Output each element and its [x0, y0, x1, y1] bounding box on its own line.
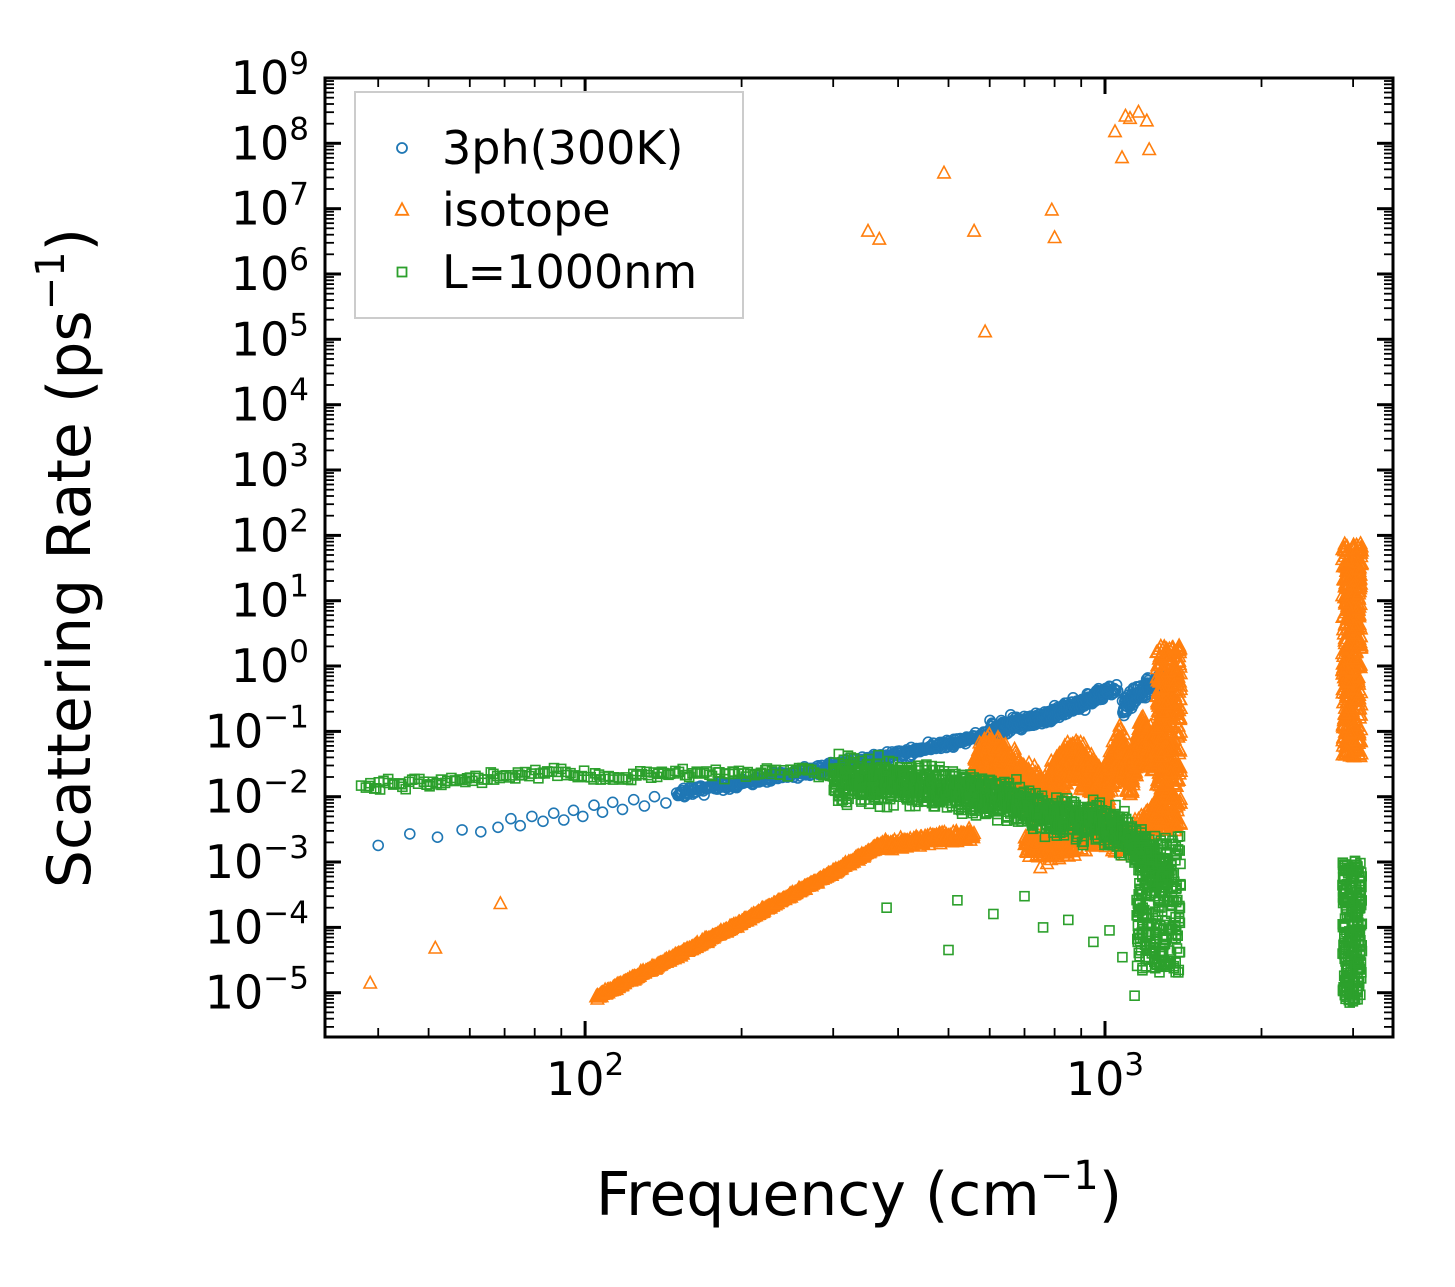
svg-text:103: 103: [231, 438, 309, 497]
svg-text:104: 104: [231, 373, 309, 432]
svg-text:isotope: isotope: [442, 183, 611, 237]
svg-text:107: 107: [231, 177, 309, 236]
legend: 3ph(300K) isotope L=1000nm: [354, 91, 744, 319]
svg-text:10−3: 10−3: [205, 830, 309, 889]
svg-text:109: 109: [231, 46, 309, 105]
x-tick-labels: 102 103: [546, 1047, 1144, 1106]
svg-text:108: 108: [231, 111, 309, 170]
svg-text:3ph(300K): 3ph(300K): [442, 121, 683, 175]
svg-text:L=1000nm: L=1000nm: [442, 245, 697, 299]
svg-text:102: 102: [546, 1047, 624, 1106]
svg-text:10−1: 10−1: [205, 699, 309, 758]
svg-text:105: 105: [231, 307, 309, 366]
series-L1000nm: [355, 748, 1368, 1008]
svg-text:102: 102: [231, 503, 309, 562]
series-isotope: [362, 103, 1370, 1005]
svg-text:100: 100: [231, 634, 309, 693]
svg-text:106: 106: [231, 242, 309, 301]
svg-text:10−2: 10−2: [205, 765, 309, 824]
y-tick-labels: 109 108 107 106 105 104 103 102 101 100 10−1 10−2 10…: [205, 46, 309, 1020]
y-axis-label: Scattering Rate (ps−1): [28, 228, 105, 888]
plot-frame: [323, 76, 1395, 1039]
x-axis-label: Frequency (cm−1): [596, 1153, 1122, 1230]
plot-area: [355, 103, 1370, 1008]
svg-text:10−5: 10−5: [205, 961, 309, 1020]
svg-text:103: 103: [1066, 1047, 1144, 1106]
svg-text:10−4: 10−4: [205, 895, 309, 954]
svg-text:101: 101: [231, 569, 309, 628]
